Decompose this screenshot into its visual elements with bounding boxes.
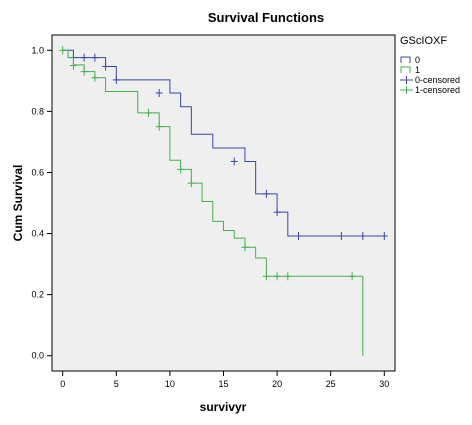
legend-title: GScIOXF bbox=[400, 35, 447, 47]
series-0-censor-mark-6 bbox=[230, 157, 238, 166]
legend-item-1: 1 bbox=[400, 65, 420, 75]
chart-title: Survival Functions bbox=[208, 10, 324, 25]
legend-swatch-0 bbox=[400, 56, 411, 63]
y-axis-label: Cum Survival bbox=[11, 165, 25, 242]
series-1-censor-mark-6 bbox=[177, 165, 185, 174]
x-tick-label-4: 20 bbox=[272, 379, 282, 389]
legend-label-0: 0 bbox=[415, 55, 420, 65]
y-tick-label-0: 0.0 bbox=[31, 351, 44, 361]
y-tick-label-1: 0.2 bbox=[31, 290, 44, 300]
series-0-censor-mark-12 bbox=[380, 231, 388, 240]
series-0-censor-mark-4 bbox=[112, 75, 120, 84]
x-tick-label-0: 0 bbox=[60, 379, 65, 389]
y-tick-label-4: 0.8 bbox=[31, 106, 44, 116]
plot-area bbox=[51, 34, 396, 372]
y-tick-label-3: 0.6 bbox=[31, 167, 44, 177]
legend-label-3: 1-censored bbox=[415, 85, 460, 95]
series-1-censor-mark-0 bbox=[59, 46, 67, 55]
series-0-censor-mark-1 bbox=[80, 53, 88, 62]
y-tick-label-5: 1.0 bbox=[31, 45, 44, 55]
series-0-censor-mark-9 bbox=[295, 231, 303, 240]
x-axis-label: survivyr bbox=[200, 400, 247, 414]
series-0-censor-mark-8 bbox=[273, 208, 281, 217]
series-1-censor-mark-3 bbox=[91, 73, 99, 82]
series-1-censor-mark-4 bbox=[144, 108, 152, 117]
legend-item-2: 0-censored bbox=[400, 75, 460, 85]
series-0-censor-mark-5 bbox=[155, 89, 163, 98]
y-tick-label-2: 0.4 bbox=[31, 229, 44, 239]
series-1-censor-mark-12 bbox=[348, 272, 356, 281]
x-axis: 0 5 10 15 20 25 30 bbox=[60, 371, 389, 389]
x-tick-label-5: 25 bbox=[326, 379, 336, 389]
legend-label-2: 0-censored bbox=[415, 75, 460, 85]
series-0-censor-mark-3 bbox=[102, 62, 110, 71]
x-tick-label-3: 15 bbox=[218, 379, 228, 389]
series-1-censor-mark-2 bbox=[80, 67, 88, 76]
legend-item-0: 0 bbox=[400, 55, 420, 65]
x-tick-label-6: 30 bbox=[379, 379, 389, 389]
legend-swatch-1 bbox=[400, 66, 411, 73]
x-tick-label-2: 10 bbox=[165, 379, 175, 389]
series-0-censor-mark-7 bbox=[262, 189, 270, 198]
series-1-censor-mark-1 bbox=[69, 61, 77, 70]
series-0-censor-mark-11 bbox=[359, 231, 367, 240]
series-1-censor-mark-11 bbox=[284, 272, 292, 281]
series-1-censor-mark-8 bbox=[241, 243, 249, 252]
x-tick-label-1: 5 bbox=[114, 379, 119, 389]
legend-item-3: 1-censored bbox=[400, 85, 460, 95]
series-layer bbox=[59, 46, 388, 356]
series-0-censor-mark-2 bbox=[91, 53, 99, 62]
series-0-censor-mark-10 bbox=[337, 231, 345, 240]
legend-label-1: 1 bbox=[415, 65, 420, 75]
y-axis: 0.0 0.2 0.4 0.6 0.8 1.0 bbox=[31, 45, 52, 361]
series-1-censor-mark-10 bbox=[273, 272, 281, 281]
series-1-censor-mark-5 bbox=[155, 122, 163, 131]
series-1-censor-mark-7 bbox=[187, 179, 195, 188]
series-1-censor-mark-9 bbox=[262, 272, 270, 281]
